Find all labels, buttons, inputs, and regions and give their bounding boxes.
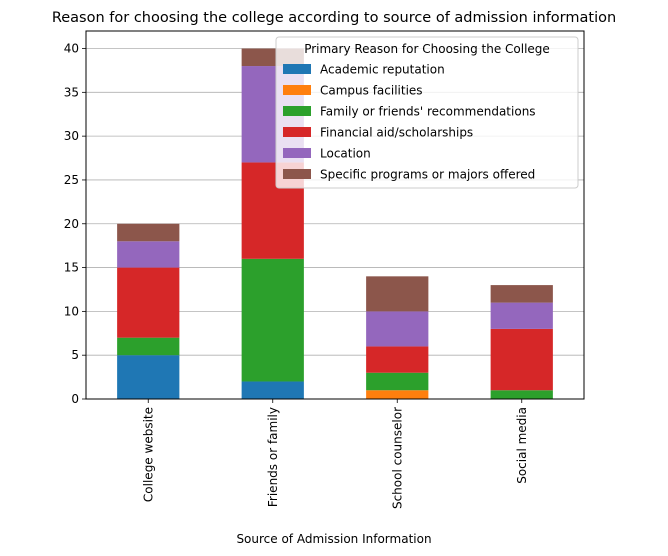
bar-segment xyxy=(366,311,429,347)
bar-segment xyxy=(490,390,553,399)
legend-swatch xyxy=(283,85,311,95)
legend-frame xyxy=(275,36,579,189)
bar-segment xyxy=(117,355,180,399)
y-tick-label: 35 xyxy=(64,85,79,99)
x-tick-label: Social media xyxy=(515,407,529,484)
legend-swatch xyxy=(283,148,311,158)
y-tick-label: 20 xyxy=(64,217,79,231)
legend-swatch xyxy=(283,64,311,74)
y-tick-label: 15 xyxy=(64,261,79,275)
bar-segment xyxy=(241,258,304,382)
bar-segment xyxy=(117,267,180,338)
y-tick-label: 40 xyxy=(64,42,79,56)
bar-segment xyxy=(490,328,553,391)
legend-title: Primary Reason for Choosing the College xyxy=(304,42,550,56)
legend-entry: Family or friends' recommendations xyxy=(320,105,536,119)
x-tick-label: College website xyxy=(141,407,155,502)
bar-segment xyxy=(490,302,553,329)
bar-segment xyxy=(366,372,429,391)
y-tick-label: 5 xyxy=(71,348,79,362)
x-tick-label: Friends or family xyxy=(266,407,280,507)
legend: Primary Reason for Choosing the College A… xyxy=(275,36,579,189)
x-axis-label: Source of Admission Information xyxy=(236,532,431,546)
y-tick-label: 0 xyxy=(71,392,79,406)
bar-segment xyxy=(117,337,180,356)
y-tick-label: 25 xyxy=(64,173,79,187)
bar-segment xyxy=(117,223,180,242)
bar-segment xyxy=(241,381,304,399)
x-tick-label: School counselor xyxy=(390,407,404,509)
legend-entry: Campus facilities xyxy=(320,84,423,98)
legend-swatch xyxy=(283,127,311,137)
bar-segment xyxy=(117,241,180,268)
bar-segment xyxy=(366,276,429,312)
legend-swatch xyxy=(283,106,311,116)
legend-entry: Academic reputation xyxy=(320,63,445,77)
bar-segment xyxy=(366,390,429,399)
bar-segment xyxy=(366,346,429,373)
legend-swatch xyxy=(283,169,311,179)
chart-title: Reason for choosing the college accordin… xyxy=(52,10,616,26)
plot-frame xyxy=(85,30,585,400)
bar-segment xyxy=(490,285,553,303)
y-tick-label: 30 xyxy=(64,129,79,143)
x-axis: College website Friends or family School c… xyxy=(141,399,529,509)
legend-entry: Specific programs or majors offered xyxy=(320,168,535,182)
y-axis: 0 5 10 15 20 25 30 35 40 xyxy=(64,42,86,406)
legend-entry: Financial aid/scholarships xyxy=(320,126,473,140)
y-tick-label: 10 xyxy=(64,304,79,318)
bars xyxy=(117,48,553,399)
legend-entry: Location xyxy=(320,147,371,161)
